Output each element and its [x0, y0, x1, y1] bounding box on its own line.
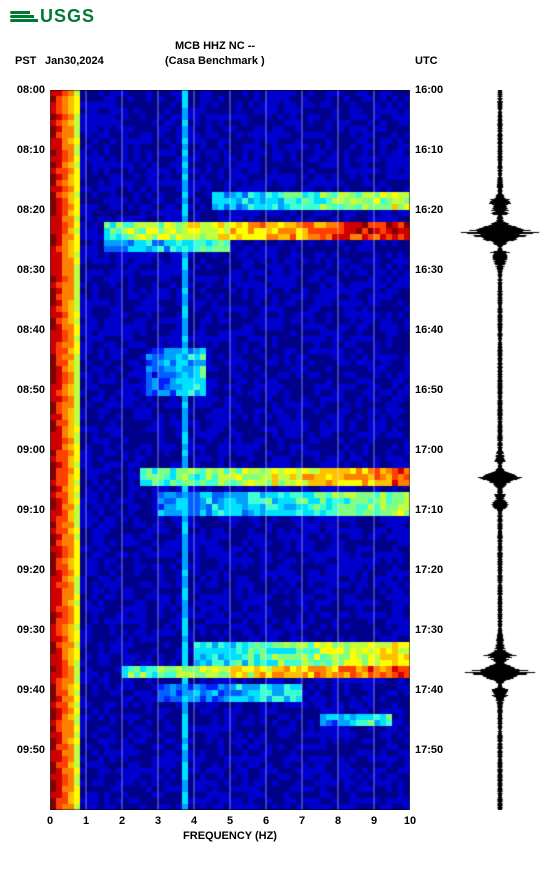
utc-tick: 17:40: [415, 684, 443, 696]
pst-tick: 08:20: [17, 204, 45, 216]
freq-tick: 5: [227, 815, 233, 827]
freq-tick: 2: [119, 815, 125, 827]
utc-tick: 17:10: [415, 504, 443, 516]
pst-tick: 09:40: [17, 684, 45, 696]
usgs-logo-text: USGS: [40, 6, 95, 27]
freq-tick: 0: [47, 815, 53, 827]
seismogram-canvas: [455, 90, 545, 810]
usgs-logo-waves: [10, 11, 38, 22]
utc-tick: 16:40: [415, 324, 443, 336]
utc-tick: 16:10: [415, 144, 443, 156]
utc-tick: 17:20: [415, 564, 443, 576]
pst-tick: 09:00: [17, 444, 45, 456]
utc-tick: 17:00: [415, 444, 443, 456]
utc-tick: 16:50: [415, 384, 443, 396]
freq-tick: 4: [191, 815, 197, 827]
utc-label: UTC: [415, 55, 438, 67]
pst-tick: 08:50: [17, 384, 45, 396]
freq-tick: 8: [335, 815, 341, 827]
utc-tick: 16:30: [415, 264, 443, 276]
pst-tick: 09:10: [17, 504, 45, 516]
freq-tick: 1: [83, 815, 89, 827]
freq-tick: 7: [299, 815, 305, 827]
pst-tick: 08:10: [17, 144, 45, 156]
pst-tick: 08:30: [17, 264, 45, 276]
freq-tick: 3: [155, 815, 161, 827]
pst-tick: 09:30: [17, 624, 45, 636]
date-label: Jan30,2024: [45, 55, 104, 67]
pst-tick: 08:00: [17, 84, 45, 96]
station-name: (Casa Benchmark ): [165, 55, 265, 67]
spectrogram-container: 08:0008:1008:2008:3008:4008:5009:0009:10…: [50, 90, 410, 810]
pst-tick: 09:50: [17, 744, 45, 756]
pst-label: PST: [15, 55, 36, 67]
freq-tick: 6: [263, 815, 269, 827]
spectrogram-canvas: [50, 90, 410, 810]
usgs-logo: USGS: [10, 6, 95, 27]
station-code: MCB HHZ NC --: [175, 40, 255, 52]
utc-tick: 17:30: [415, 624, 443, 636]
utc-tick: 16:20: [415, 204, 443, 216]
pst-tick: 09:20: [17, 564, 45, 576]
x-axis-title: FREQUENCY (HZ): [183, 830, 277, 842]
utc-tick: 17:50: [415, 744, 443, 756]
utc-tick: 16:00: [415, 84, 443, 96]
pst-tick: 08:40: [17, 324, 45, 336]
freq-tick: 10: [404, 815, 416, 827]
freq-tick: 9: [371, 815, 377, 827]
